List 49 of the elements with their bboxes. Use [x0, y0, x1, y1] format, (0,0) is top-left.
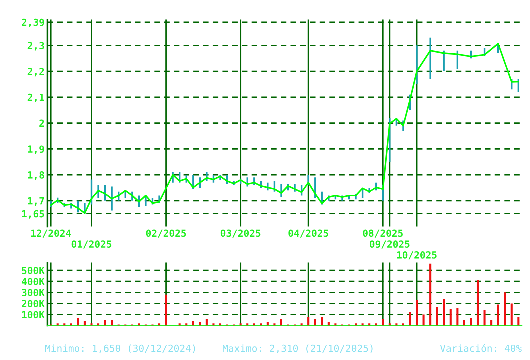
- y-tick-label: 2,39: [22, 18, 44, 28]
- text: Maximo: 2,310 (21/10/2025): [223, 344, 373, 354]
- bar: [165, 294, 168, 326]
- bar: [450, 309, 452, 326]
- x-tick-label: 02/2025: [146, 230, 186, 238]
- bar: [470, 318, 472, 326]
- y-tick-label: 300K: [22, 289, 45, 296]
- bar: [430, 264, 432, 326]
- text: Variación: 40%: [440, 344, 522, 352]
- bar: [497, 304, 500, 326]
- x-tick-label: 12/2024: [31, 230, 72, 238]
- y-tick-label: 100K: [22, 311, 45, 319]
- y-tick-label: 1,8: [28, 172, 44, 180]
- bar: [308, 316, 310, 326]
- y-tick-label: 2,2: [28, 68, 44, 77]
- bar: [436, 307, 438, 326]
- bar: [476, 280, 480, 326]
- bar: [382, 319, 384, 326]
- x-tick-label: 09/2025: [370, 240, 410, 249]
- y-tick-label: 200K: [22, 300, 45, 308]
- bar: [416, 300, 418, 326]
- y-tick-label: 1,7: [28, 198, 44, 206]
- y-tick-label: 1,9: [28, 146, 44, 154]
- y-tick-label: 1,65: [22, 210, 44, 219]
- y-tick-label: 500K: [22, 267, 45, 274]
- bar: [456, 308, 459, 326]
- bar: [510, 304, 513, 326]
- bar: [443, 299, 446, 326]
- bar: [504, 292, 506, 326]
- text: Minimo: 1,650 (30/12/2024): [45, 344, 196, 354]
- x-tick-label: 04/2025: [288, 230, 328, 238]
- bar: [321, 316, 324, 326]
- x-tick-label: 03/2025: [220, 230, 261, 238]
- bar: [518, 316, 520, 326]
- y-tick-label: 2: [40, 120, 44, 127]
- y-tick-label: 2,3: [28, 42, 44, 51]
- y-tick-label: 2,1: [28, 94, 44, 102]
- line-series: [50, 43, 520, 214]
- bar: [77, 318, 80, 326]
- bar: [280, 319, 283, 326]
- x-tick-label: 01/2025: [72, 240, 112, 249]
- bar: [206, 319, 208, 326]
- y-tick-label: 400K: [22, 278, 45, 286]
- bar: [484, 310, 486, 326]
- bar: [314, 319, 316, 326]
- bar: [422, 314, 425, 326]
- bar: [409, 312, 412, 326]
- x-tick-label: 10/2025: [397, 252, 437, 260]
- x-tick-label: 08/2025: [363, 230, 403, 238]
